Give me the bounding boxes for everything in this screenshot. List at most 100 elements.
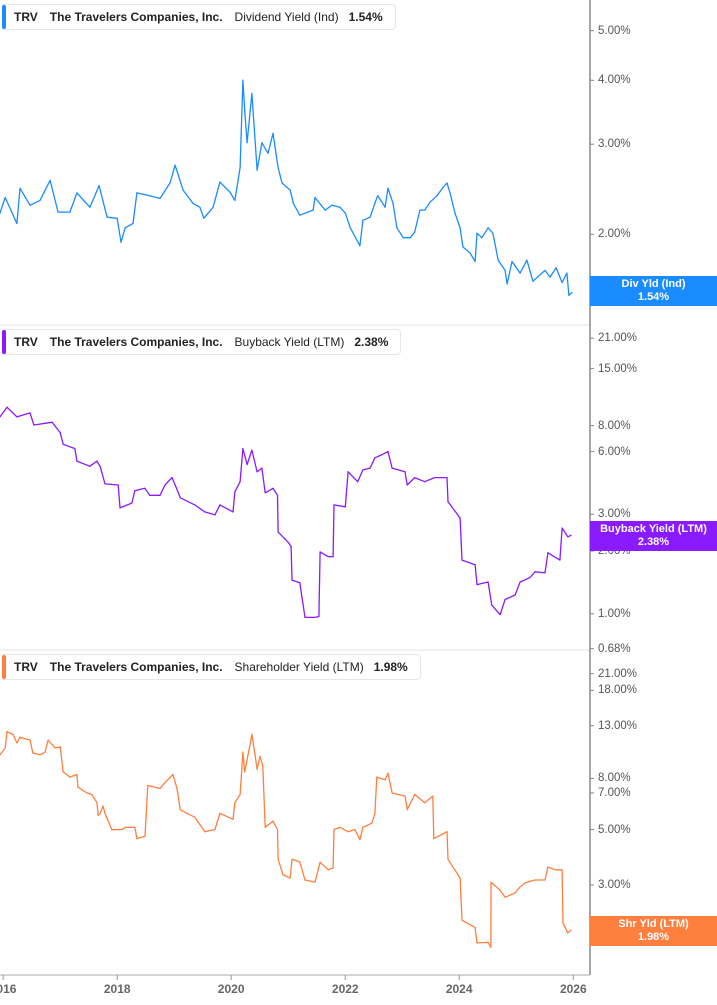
data-point-shareholder xyxy=(102,805,104,807)
data-point-buyback xyxy=(299,582,301,584)
legend-company: The Travelers Companies, Inc. xyxy=(49,335,223,349)
data-point-dividend xyxy=(251,92,253,95)
data-point-shareholder xyxy=(291,858,293,860)
data-point-shareholder xyxy=(69,776,71,778)
legend-company: The Travelers Companies, Inc. xyxy=(49,10,223,24)
data-point-dividend xyxy=(277,167,279,169)
data-point-shareholder xyxy=(16,742,18,744)
data-point-buyback xyxy=(332,556,334,558)
data-point-dividend xyxy=(449,192,451,194)
data-point-shareholder xyxy=(256,768,258,770)
series-line-dividend xyxy=(0,79,573,296)
data-point-dividend xyxy=(174,164,176,166)
data-point-shareholder xyxy=(404,795,406,797)
data-point-dividend xyxy=(504,269,506,272)
data-point-dividend xyxy=(289,189,291,191)
data-point-dividend xyxy=(369,216,371,218)
legend-company: The Travelers Companies, Inc. xyxy=(49,660,223,674)
data-point-shareholder xyxy=(289,877,291,879)
data-point-buyback xyxy=(347,471,349,473)
data-point-buyback xyxy=(232,511,234,513)
legend-value: 1.98% xyxy=(373,660,408,674)
data-point-shareholder xyxy=(176,787,178,789)
data-point-dividend xyxy=(462,246,464,248)
data-point-dividend xyxy=(261,142,263,144)
data-point-buyback xyxy=(29,412,31,414)
data-point-dividend xyxy=(429,201,431,203)
data-point-dividend xyxy=(29,204,31,206)
data-point-shareholder xyxy=(234,802,236,804)
tag-value: 1.98% xyxy=(637,931,670,943)
last-value-tag-buyback: Buyback Yield (LTM) 2.38% xyxy=(590,521,717,551)
data-point-dividend xyxy=(132,222,134,225)
data-point-dividend xyxy=(414,231,416,233)
data-point-shareholder xyxy=(54,747,56,749)
data-point-buyback xyxy=(544,572,546,574)
data-point-dividend xyxy=(571,291,573,294)
data-point-shareholder xyxy=(554,869,556,871)
data-point-shareholder xyxy=(359,839,361,841)
data-point-dividend xyxy=(159,197,161,200)
data-point-shareholder xyxy=(447,858,449,860)
legend-buyback-yield[interactable]: TRV The Travelers Companies, Inc. Buybac… xyxy=(2,329,402,355)
data-point-buyback xyxy=(459,517,461,519)
data-point-dividend xyxy=(511,260,513,263)
legend-value: 1.54% xyxy=(348,10,383,24)
data-point-buyback xyxy=(234,491,236,493)
legend-shareholder-yield[interactable]: TRV The Travelers Companies, Inc. Shareh… xyxy=(2,654,421,680)
data-point-shareholder xyxy=(406,809,408,811)
data-point-buyback xyxy=(164,484,166,486)
data-point-dividend xyxy=(506,283,508,285)
data-point-buyback xyxy=(474,564,476,566)
data-point-shareholder xyxy=(567,932,569,934)
y-tick-label: 8.00% xyxy=(598,419,631,432)
data-point-shareholder xyxy=(172,773,174,776)
data-point-buyback xyxy=(149,494,151,496)
data-point-dividend xyxy=(374,202,376,204)
data-point-dividend xyxy=(169,182,171,184)
data-point-shareholder xyxy=(514,892,516,894)
data-point-buyback xyxy=(171,477,173,479)
data-point-shareholder xyxy=(333,828,335,831)
data-point-shareholder xyxy=(387,772,389,774)
data-point-shareholder xyxy=(19,736,21,738)
data-point-dividend xyxy=(377,195,379,197)
data-point-dividend xyxy=(568,294,570,296)
data-point-shareholder xyxy=(264,826,266,828)
data-point-dividend xyxy=(555,267,557,269)
legend-dividend-yield[interactable]: TRV The Travelers Companies, Inc. Divide… xyxy=(2,4,396,30)
data-point-shareholder xyxy=(249,744,251,746)
data-point-dividend xyxy=(136,192,138,194)
data-point-buyback xyxy=(404,471,406,473)
data-point-shareholder xyxy=(77,786,79,788)
y-tick-label: 6.00% xyxy=(598,445,631,458)
data-point-buyback xyxy=(33,424,35,426)
data-point-shareholder xyxy=(47,739,49,741)
data-point-buyback xyxy=(344,506,346,508)
data-point-buyback xyxy=(159,494,161,496)
data-point-shareholder xyxy=(262,765,264,767)
data-point-dividend xyxy=(339,206,341,208)
data-point-buyback xyxy=(434,477,436,479)
data-point-shareholder xyxy=(534,879,536,881)
data-point-shareholder xyxy=(259,755,261,758)
data-point-dividend xyxy=(419,209,421,211)
data-point-buyback xyxy=(179,497,181,499)
data-point-dividend xyxy=(219,181,221,183)
data-point-dividend xyxy=(192,202,194,204)
series-color-bar xyxy=(2,5,6,29)
series-line-shareholder xyxy=(0,731,572,948)
data-point-dividend xyxy=(492,232,494,234)
data-point-shareholder xyxy=(29,739,31,741)
data-point-shareholder xyxy=(239,793,241,796)
data-point-buyback xyxy=(119,507,121,509)
data-point-dividend xyxy=(281,182,283,184)
data-point-buyback xyxy=(318,615,320,618)
data-point-dividend xyxy=(544,269,546,272)
data-point-buyback xyxy=(264,492,266,494)
data-point-dividend xyxy=(362,219,364,221)
data-point-shareholder xyxy=(476,942,478,944)
tag-value: 1.54% xyxy=(637,291,670,303)
y-tick-label: 3.00% xyxy=(598,138,631,151)
data-point-dividend xyxy=(532,280,534,282)
